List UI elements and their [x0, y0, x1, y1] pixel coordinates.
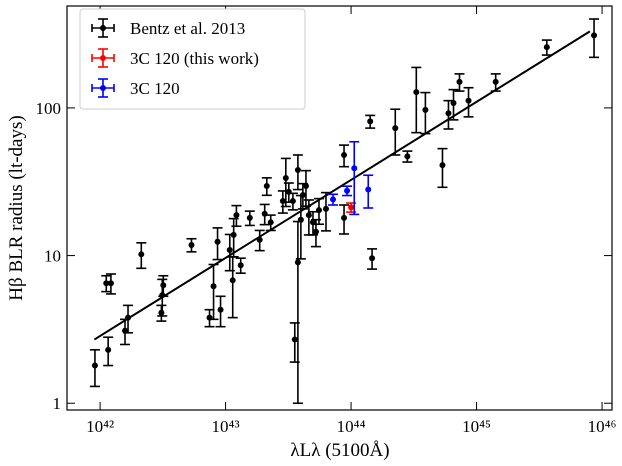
point [237, 262, 244, 269]
point [282, 175, 289, 182]
point [246, 214, 253, 221]
y-axis-label: Hβ BLR radius (lt-days) [6, 115, 27, 300]
point [367, 118, 374, 125]
point [214, 238, 221, 245]
legend-symbol [100, 55, 106, 61]
point [450, 99, 457, 106]
point [302, 182, 309, 189]
point [210, 283, 217, 290]
legend-label: 3C 120 [130, 79, 180, 98]
point [160, 282, 167, 289]
point [297, 216, 304, 223]
point [91, 362, 98, 369]
point [348, 204, 355, 211]
point [226, 247, 233, 254]
point [351, 165, 358, 172]
point [138, 251, 145, 258]
point [256, 236, 263, 243]
point [341, 151, 348, 158]
point [229, 277, 236, 284]
point [322, 205, 329, 212]
point [103, 280, 110, 287]
x-axis-label: λLλ (5100Å) [290, 440, 389, 461]
plot-frame [66, 5, 613, 411]
point [279, 198, 286, 205]
point [158, 309, 165, 316]
point [369, 255, 376, 262]
x-tick-label: 10⁴² [86, 417, 114, 436]
x-tick-label: 10⁴³ [212, 417, 240, 436]
point [365, 186, 372, 193]
point [330, 196, 337, 203]
point [188, 241, 195, 248]
point [344, 187, 351, 194]
point [159, 292, 166, 299]
point [312, 228, 319, 235]
point [299, 192, 306, 199]
point [289, 198, 296, 205]
point [263, 182, 270, 189]
x-tick-label: 10⁴⁶ [588, 417, 617, 436]
point [217, 306, 224, 313]
point [404, 153, 411, 160]
point [315, 207, 322, 214]
point [107, 280, 114, 287]
point [465, 97, 472, 104]
y-tick-label: 10 [44, 247, 61, 266]
point [305, 212, 312, 219]
point [492, 78, 499, 85]
point [294, 166, 301, 173]
point [413, 89, 420, 96]
point [267, 219, 274, 226]
y-tick-label: 100 [36, 99, 62, 118]
point [341, 214, 348, 221]
point [591, 32, 598, 39]
point [233, 212, 240, 219]
legend-box [79, 8, 306, 110]
point [422, 106, 429, 113]
legend-label: Bentz et al. 2013 [130, 19, 245, 38]
point [456, 78, 463, 85]
point [294, 259, 301, 266]
point [230, 231, 237, 238]
point [543, 44, 550, 51]
point [439, 162, 446, 169]
x-tick-label: 10⁴⁴ [337, 417, 366, 436]
x-tick-label: 10⁴⁵ [462, 417, 491, 436]
legend-symbol [100, 85, 106, 91]
legend-label: 3C 120 (this work) [130, 49, 259, 68]
point [125, 314, 132, 321]
legend-symbol [100, 25, 106, 31]
point [291, 336, 298, 343]
point [392, 125, 399, 132]
point [105, 346, 112, 353]
y-tick-label: 1 [53, 394, 62, 413]
point [445, 110, 452, 117]
